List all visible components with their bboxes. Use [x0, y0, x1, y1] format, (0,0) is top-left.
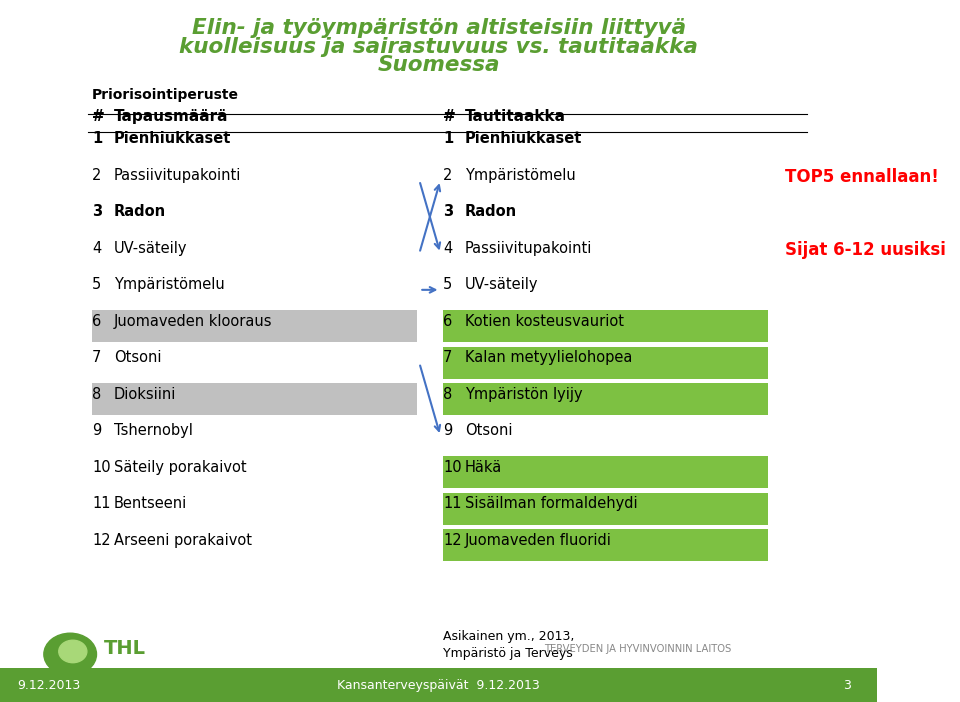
Text: 2: 2	[92, 168, 102, 183]
Text: 10: 10	[92, 460, 110, 475]
Text: Kotien kosteusvauriot: Kotien kosteusvauriot	[465, 314, 624, 329]
Text: Elin- ja työympäristön altisteisiin liittyvä: Elin- ja työympäristön altisteisiin liit…	[192, 18, 685, 37]
Text: 6: 6	[443, 314, 452, 329]
Text: 1: 1	[92, 131, 103, 146]
FancyBboxPatch shape	[443, 310, 768, 343]
Text: 5: 5	[443, 277, 452, 292]
Text: Arseeni porakaivot: Arseeni porakaivot	[114, 533, 252, 548]
Text: 4: 4	[443, 241, 452, 256]
Text: Radon: Radon	[465, 204, 517, 219]
Text: 11: 11	[92, 496, 110, 511]
Text: 2: 2	[443, 168, 452, 183]
Text: 12: 12	[443, 533, 462, 548]
FancyBboxPatch shape	[443, 347, 768, 379]
Text: #: #	[443, 109, 456, 124]
Text: Otsoni: Otsoni	[114, 350, 161, 365]
Text: Bentseeni: Bentseeni	[114, 496, 187, 511]
Text: Sijat 6-12 uusiksi: Sijat 6-12 uusiksi	[785, 241, 946, 259]
FancyBboxPatch shape	[443, 456, 768, 489]
Text: TERVEYDEN JA HYVINVOINNIN LAITOS: TERVEYDEN JA HYVINVOINNIN LAITOS	[544, 644, 732, 654]
Text: 9: 9	[92, 423, 102, 438]
Text: Pienhiukkaset: Pienhiukkaset	[465, 131, 583, 146]
Text: Kansanterveyspäivät  9.12.2013: Kansanterveyspäivät 9.12.2013	[337, 679, 540, 691]
Text: #: #	[92, 109, 105, 124]
Circle shape	[59, 640, 86, 663]
Text: 8: 8	[443, 387, 452, 402]
Text: Tautitaakka: Tautitaakka	[465, 109, 566, 124]
Text: Tshernobyl: Tshernobyl	[114, 423, 193, 438]
Text: 12: 12	[92, 533, 110, 548]
Text: 9: 9	[443, 423, 452, 438]
Text: 3: 3	[92, 204, 102, 219]
Text: 7: 7	[92, 350, 102, 365]
Text: Sisäilman formaldehydi: Sisäilman formaldehydi	[465, 496, 637, 511]
Text: 3: 3	[443, 204, 453, 219]
FancyBboxPatch shape	[92, 383, 417, 416]
Text: UV-säteily: UV-säteily	[114, 241, 187, 256]
Text: Priorisointiperuste: Priorisointiperuste	[92, 88, 239, 102]
FancyBboxPatch shape	[92, 310, 417, 343]
Circle shape	[44, 633, 97, 675]
Text: Dioksiini: Dioksiini	[114, 387, 177, 402]
FancyBboxPatch shape	[443, 493, 768, 525]
FancyBboxPatch shape	[443, 383, 768, 416]
Text: Juomaveden fluoridi: Juomaveden fluoridi	[465, 533, 612, 548]
Text: Suomessa: Suomessa	[377, 55, 500, 75]
Text: THL: THL	[104, 639, 146, 658]
Text: Passiivitupakointi: Passiivitupakointi	[465, 241, 592, 256]
Text: Ympäristö ja Terveys: Ympäristö ja Terveys	[443, 647, 573, 660]
Text: Säteily porakaivot: Säteily porakaivot	[114, 460, 247, 475]
FancyBboxPatch shape	[443, 529, 768, 562]
Text: 1: 1	[443, 131, 453, 146]
Text: Kalan metyylielohopea: Kalan metyylielohopea	[465, 350, 633, 365]
Text: Tapausmäärä: Tapausmäärä	[114, 109, 228, 124]
Text: Ympäristömelu: Ympäristömelu	[114, 277, 225, 292]
Text: Häkä: Häkä	[465, 460, 502, 475]
Text: 5: 5	[92, 277, 102, 292]
Text: 11: 11	[443, 496, 462, 511]
Text: Radon: Radon	[114, 204, 166, 219]
Text: 8: 8	[92, 387, 102, 402]
Text: 7: 7	[443, 350, 452, 365]
Text: 9.12.2013: 9.12.2013	[17, 679, 81, 691]
Text: 10: 10	[443, 460, 462, 475]
FancyBboxPatch shape	[0, 668, 877, 702]
Text: 4: 4	[92, 241, 102, 256]
Text: 6: 6	[92, 314, 102, 329]
Text: Juomaveden klooraus: Juomaveden klooraus	[114, 314, 273, 329]
Text: UV-säteily: UV-säteily	[465, 277, 539, 292]
Text: Asikainen ym., 2013,: Asikainen ym., 2013,	[443, 630, 574, 643]
Text: Pienhiukkaset: Pienhiukkaset	[114, 131, 231, 146]
Text: Otsoni: Otsoni	[465, 423, 513, 438]
Text: TOP5 ennallaan!: TOP5 ennallaan!	[785, 168, 939, 186]
Text: Ympäristömelu: Ympäristömelu	[465, 168, 576, 183]
Text: kuolleisuus ja sairastuvuus vs. tautitaakka: kuolleisuus ja sairastuvuus vs. tautitaa…	[180, 37, 698, 56]
Text: 3: 3	[843, 679, 851, 691]
Text: Ympäristön lyijy: Ympäristön lyijy	[465, 387, 583, 402]
Text: Passiivitupakointi: Passiivitupakointi	[114, 168, 241, 183]
